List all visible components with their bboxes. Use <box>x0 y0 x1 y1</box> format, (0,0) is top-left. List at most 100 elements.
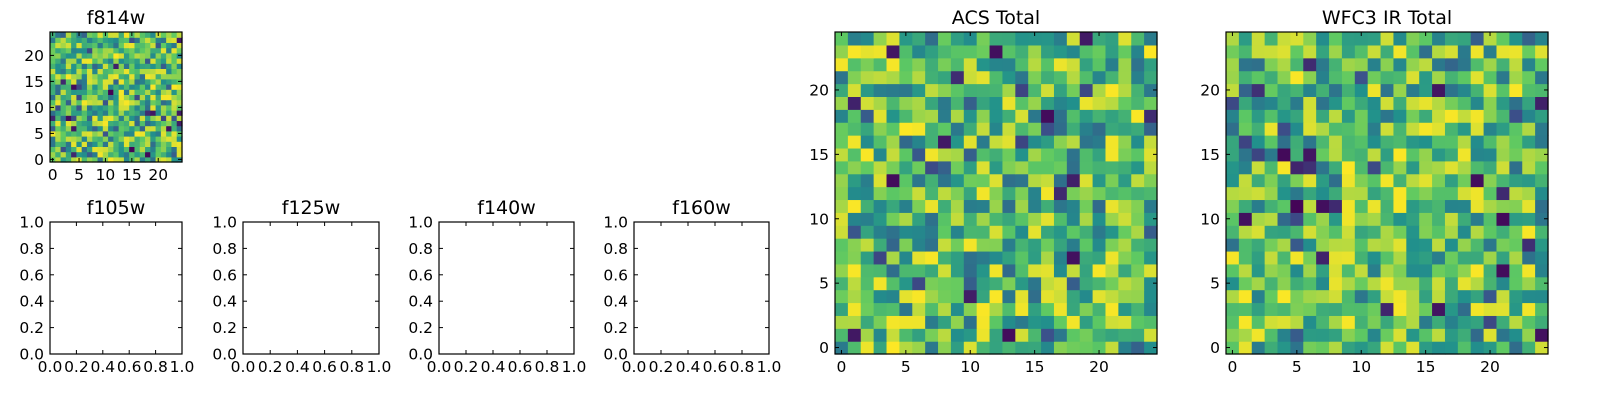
heatmap-cell <box>925 250 939 265</box>
heatmap-cell <box>950 341 965 355</box>
heatmap-cell <box>1535 147 1549 162</box>
heatmap-cell <box>1457 109 1472 123</box>
heatmap-cell <box>925 173 939 188</box>
heatmap-cell <box>76 47 83 54</box>
heatmap-cell <box>1053 289 1068 304</box>
heatmap-cell <box>123 89 130 95</box>
heatmap-cell <box>1303 199 1317 213</box>
heatmap-cell <box>150 73 157 80</box>
heatmap-cell <box>1015 135 1029 149</box>
heatmap-cell <box>976 160 991 175</box>
heatmap-cell <box>1238 57 1253 72</box>
heatmap-cell <box>1354 225 1369 239</box>
heatmap-cell <box>847 328 862 342</box>
heatmap-cell <box>134 52 141 59</box>
heatmap-cell <box>976 135 991 149</box>
heatmap-cell <box>1105 96 1119 110</box>
heatmap-cell <box>1290 212 1304 226</box>
heatmap-cell <box>1535 199 1549 213</box>
heatmap-cell <box>1264 122 1279 136</box>
heatmap-cell <box>963 32 978 46</box>
heatmap-cell <box>1341 289 1356 304</box>
heatmap-cell <box>1015 109 1029 123</box>
heatmap-cell <box>1144 135 1158 149</box>
heatmap-cell <box>60 141 67 147</box>
heatmap-cell <box>60 37 67 43</box>
heatmap-cell <box>1041 173 1055 188</box>
heatmap-cell <box>1251 289 1266 304</box>
heatmap-cell <box>1226 341 1240 355</box>
heatmap-cell <box>1028 160 1042 175</box>
heatmap-cell <box>899 70 913 85</box>
heatmap-cell <box>1522 83 1536 97</box>
heatmap-cell <box>1457 173 1472 188</box>
heatmap-cell <box>1535 186 1549 201</box>
y-tick-label: 0.0 <box>19 346 44 364</box>
heatmap-cell <box>1380 276 1395 291</box>
heatmap-cell <box>1509 83 1523 97</box>
heatmap-cell <box>1316 57 1330 72</box>
heatmap-cell <box>1238 83 1253 97</box>
heatmap-cell <box>1092 341 1107 355</box>
heatmap-cell <box>1238 135 1253 149</box>
heatmap-cell <box>1131 173 1145 188</box>
heatmap-cell <box>1457 276 1472 291</box>
heatmap-cell <box>1367 96 1382 110</box>
heatmap-cell <box>139 146 146 153</box>
heatmap-cell <box>1105 135 1119 149</box>
heatmap-cell <box>1092 109 1107 123</box>
y-tick-label: 1.0 <box>603 214 628 232</box>
heatmap-cell <box>145 156 151 163</box>
heatmap-cell <box>1015 250 1029 265</box>
heatmap-cell <box>1105 238 1119 252</box>
heatmap-cell <box>134 94 141 101</box>
heatmap-cell <box>925 302 939 316</box>
heatmap-cell <box>150 120 157 127</box>
heatmap-cell <box>1535 83 1549 97</box>
heatmap-cell <box>847 70 862 85</box>
heatmap-cell <box>835 315 849 329</box>
heatmap-cell <box>886 173 900 188</box>
heatmap-cell <box>1226 122 1240 136</box>
y-tick-label: 0.6 <box>408 266 433 284</box>
heatmap-cell <box>1041 238 1055 252</box>
heatmap-cell <box>847 302 862 316</box>
heatmap-cell <box>1118 250 1132 265</box>
heatmap-cell <box>835 341 849 355</box>
heatmap-cell <box>1290 122 1304 136</box>
heatmap-cell <box>1041 225 1055 239</box>
heatmap-cell <box>1053 250 1068 265</box>
heatmap-cell <box>60 125 67 132</box>
heatmap-cell <box>1470 341 1485 355</box>
heatmap-cell <box>150 42 157 49</box>
heatmap-cell <box>118 151 125 158</box>
heatmap-cell <box>835 109 849 123</box>
heatmap-cell <box>1316 96 1330 110</box>
heatmap-cell <box>1226 263 1240 278</box>
y-tick-label: 0.8 <box>19 240 44 258</box>
heatmap-cell <box>118 42 125 49</box>
heatmap-cell <box>1496 96 1510 110</box>
heatmap-cell <box>166 130 173 137</box>
heatmap-cell <box>97 130 104 137</box>
heatmap-cell <box>1277 57 1291 72</box>
heatmap-cell <box>873 160 888 175</box>
x-tick-label: 15 <box>1416 358 1436 376</box>
heatmap-cell <box>873 289 888 304</box>
heatmap-cell <box>1251 44 1266 59</box>
heatmap-cell <box>1264 96 1279 110</box>
heatmap-cell <box>1264 57 1279 72</box>
heatmap-cell <box>1002 212 1016 226</box>
heatmap-cell <box>171 47 178 54</box>
heatmap-cell <box>950 173 965 188</box>
heatmap-cell <box>925 276 939 291</box>
heatmap-cell <box>150 52 157 59</box>
heatmap-cell <box>55 130 62 137</box>
heatmap-cell <box>134 141 141 147</box>
heatmap-cell <box>1329 250 1343 265</box>
heatmap-cell <box>989 315 1004 329</box>
heatmap-cell <box>1226 96 1240 110</box>
heatmap-cell <box>171 136 178 142</box>
heatmap-cell <box>1496 212 1510 226</box>
heatmap-cell <box>1380 212 1395 226</box>
